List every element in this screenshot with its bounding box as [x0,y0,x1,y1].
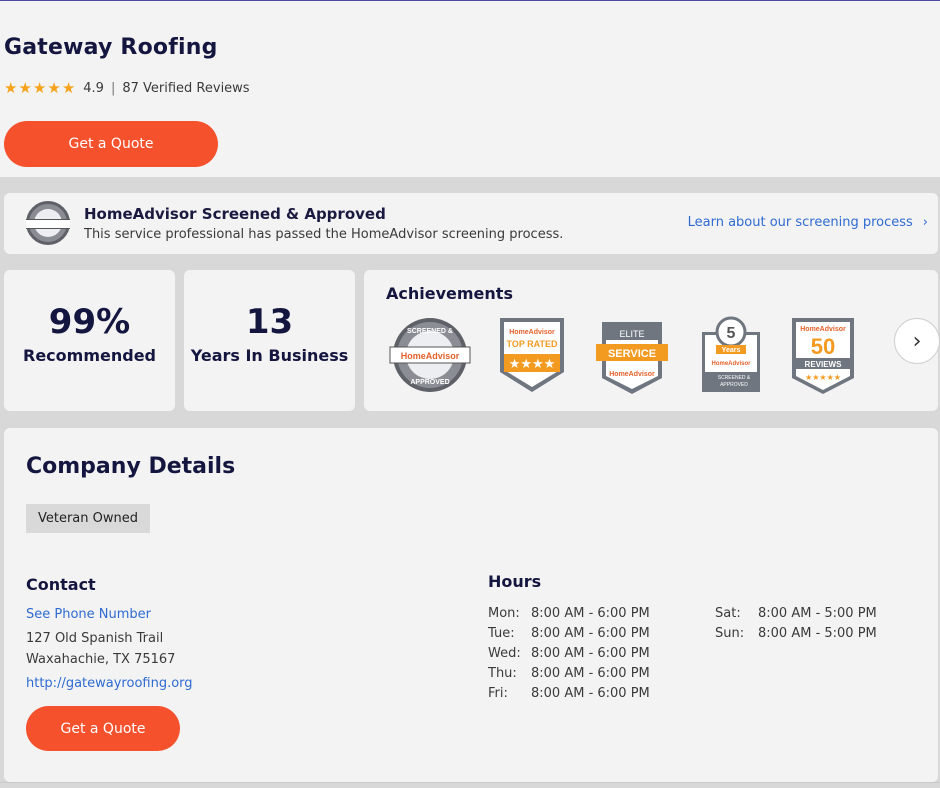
fifty-reviews-badge-icon: HomeAdvisor 50 REVIEWS ★★★★★ [792,318,854,394]
badge-text: SCREENED & [407,328,453,335]
star-icon: ★ [32,78,47,97]
rating-value: 4.9 [83,80,104,96]
rating-row: ★ ★ ★ ★ ★ 4.9 | 87 Verified Reviews [4,79,250,97]
badge-text: APPROVED [410,379,449,386]
star-icon: ★ [4,78,18,97]
badge-text: 50 [811,334,835,359]
star-icon: ★ [18,78,32,97]
hours-row: Sun: 8:00 AM - 5:00 PM [715,623,877,643]
badge-text: SERVICE [608,348,656,360]
rating-separator: | [110,80,116,96]
hours-row: Thu: 8:00 AM - 6:00 PM [488,663,650,683]
day-time: 8:00 AM - 5:00 PM [758,625,877,641]
badge-text: APPROVED [720,382,748,388]
badge-text: 5 [727,325,736,342]
chevron-right-icon: › [912,328,922,354]
weekday-hours: Mon: 8:00 AM - 6:00 PM Tue: 8:00 AM - 6:00… [488,603,650,703]
stat-card-recommended: 99% Recommended [4,270,175,411]
hours-row: Tue: 8:00 AM - 6:00 PM [488,623,650,643]
address-line-1: 127 Old Spanish Trail [26,631,164,646]
badge-text: HomeAdvisor [609,371,655,378]
business-name: Gateway Roofing [4,35,218,60]
hours-row: Wed: 8:00 AM - 6:00 PM [488,643,650,663]
get-quote-button-bottom[interactable]: Get a Quote [26,706,180,751]
business-header: Gateway Roofing ★ ★ ★ ★ ★ 4.9 | 87 Verif… [0,1,940,177]
bottom-divider [0,782,940,783]
screened-approved-badge-icon: SCREENED & HomeAdvisor APPROVED [389,318,471,392]
stat-card-years: 13 Years In Business [184,270,355,411]
weekend-hours: Sat: 8:00 AM - 5:00 PM Sun: 8:00 AM - 5:00… [715,603,877,643]
five-years-badge-icon: 5 Years HomeAdvisor SCREENED & APPROVED [702,316,760,392]
day-time: 8:00 AM - 6:00 PM [531,605,650,621]
star-icon: ★ [61,78,76,97]
day-label: Sat: [715,605,741,621]
company-details-title: Company Details [26,454,236,479]
top-border [0,0,940,1]
veteran-owned-tag: Veteran Owned [26,504,150,533]
badge-text: SCREENED & [718,375,751,381]
badge-text: HomeAdvisor [509,329,555,336]
badge-text: HomeAdvisor [800,326,846,333]
address-line-2: Waxahachie, TX 75167 [26,652,176,667]
day-label: Thu: [488,665,517,681]
rating-stars: ★ ★ ★ ★ ★ [4,78,76,97]
screening-card: HomeAdvisor Screened & Approved This ser… [4,193,938,254]
svg-text:★★★★: ★★★★ [509,357,556,372]
top-rated-badge-icon: HomeAdvisor TOP RATED ★★★★ [500,318,564,392]
get-quote-button[interactable]: Get a Quote [4,121,218,167]
elite-service-badge-icon: ELITE SERVICE HomeAdvisor [596,322,668,394]
homeadvisor-badge-icon [26,201,70,245]
review-count-link[interactable]: 87 Verified Reviews [122,80,250,96]
day-time: 8:00 AM - 6:00 PM [531,685,650,701]
screening-process-link[interactable]: Learn about our screening process › [688,215,928,230]
badge-text: REVIEWS [805,360,843,369]
svg-text:★★★★★: ★★★★★ [805,373,841,382]
chevron-right-icon: › [922,215,928,230]
stat-label: Years In Business [190,346,349,365]
day-time: 8:00 AM - 5:00 PM [758,605,877,621]
company-details-card: Company Details Veteran Owned Contact Se… [4,428,938,782]
day-time: 8:00 AM - 6:00 PM [531,645,650,661]
day-time: 8:00 AM - 6:00 PM [531,665,650,681]
stat-value: 99% [48,302,131,342]
contact-title: Contact [26,575,96,594]
achievements-next-button[interactable]: › [894,318,940,364]
badge-text: HomeAdvisor [711,361,751,367]
achievements-title: Achievements [386,284,513,303]
hours-row: Fri: 8:00 AM - 6:00 PM [488,683,650,703]
website-link[interactable]: http://gatewayroofing.org [26,676,193,691]
star-icon: ★ [47,78,61,97]
screening-description: This service professional has passed the… [84,227,564,242]
hours-row: Mon: 8:00 AM - 6:00 PM [488,603,650,623]
badge-text: ELITE [619,329,644,339]
day-label: Tue: [488,625,515,641]
day-label: Sun: [715,625,745,641]
screening-link-label: Learn about our screening process [687,215,913,230]
badge-text: Years [722,347,741,354]
day-time: 8:00 AM - 6:00 PM [531,625,650,641]
screening-title: HomeAdvisor Screened & Approved [84,205,386,223]
hours-title: Hours [488,572,542,591]
badge-text: HomeAdvisor [401,351,460,361]
day-label: Mon: [488,605,520,621]
day-label: Fri: [488,685,508,701]
day-label: Wed: [488,645,521,661]
see-phone-number-link[interactable]: See Phone Number [26,607,152,622]
achievements-card: Achievements SCREENED & HomeAdvisor APPR… [364,270,940,411]
badge-text: TOP RATED [506,339,558,349]
stat-label: Recommended [23,346,156,365]
stat-value: 13 [245,302,294,342]
hours-row: Sat: 8:00 AM - 5:00 PM [715,603,877,623]
